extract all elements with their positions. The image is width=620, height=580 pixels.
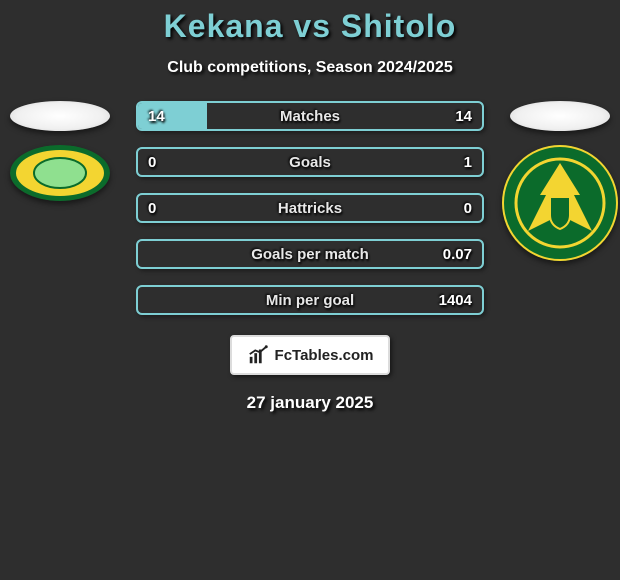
stat-bars: 14 Matches 14 0 Goals 1 0 Hattricks 0 Goals per m… [136, 101, 484, 315]
stat-label: Goals per match [251, 246, 369, 263]
stat-label: Matches [280, 108, 340, 125]
subtitle: Club competitions, Season 2024/2025 [0, 59, 620, 77]
stat-value-right: 0 [464, 200, 472, 217]
player-right-slot [500, 101, 620, 261]
stat-label: Goals [289, 154, 331, 171]
stat-bar: 14 Matches 14 [136, 101, 484, 131]
brand-plate[interactable]: FcTables.com [230, 335, 390, 375]
stat-bar: 0 Goals 1 [136, 147, 484, 177]
player-right-silhouette [510, 101, 610, 131]
club-badge-right [502, 145, 618, 261]
brand-chart-icon [247, 344, 269, 366]
stat-value-right: 0.07 [443, 246, 472, 263]
stat-value-left: 14 [148, 108, 165, 125]
stat-bar: 0 Hattricks 0 [136, 193, 484, 223]
stat-label: Hattricks [278, 200, 342, 217]
player-left-silhouette [10, 101, 110, 131]
stat-value-right: 14 [455, 108, 472, 125]
stat-value-left: 0 [148, 200, 156, 217]
page-title: Kekana vs Shitolo [0, 0, 620, 45]
player-left-slot [0, 101, 120, 201]
stat-value-right: 1404 [439, 292, 472, 309]
stat-value-right: 1 [464, 154, 472, 171]
comparison-stage: 14 Matches 14 0 Goals 1 0 Hattricks 0 Goals per m… [0, 101, 620, 413]
date-label: 27 january 2025 [0, 393, 620, 413]
club-badge-left [10, 145, 110, 201]
brand-label: FcTables.com [275, 347, 374, 364]
stat-bar: Min per goal 1404 [136, 285, 484, 315]
stat-value-left: 0 [148, 154, 156, 171]
stat-label: Min per goal [266, 292, 354, 309]
stat-bar: Goals per match 0.07 [136, 239, 484, 269]
